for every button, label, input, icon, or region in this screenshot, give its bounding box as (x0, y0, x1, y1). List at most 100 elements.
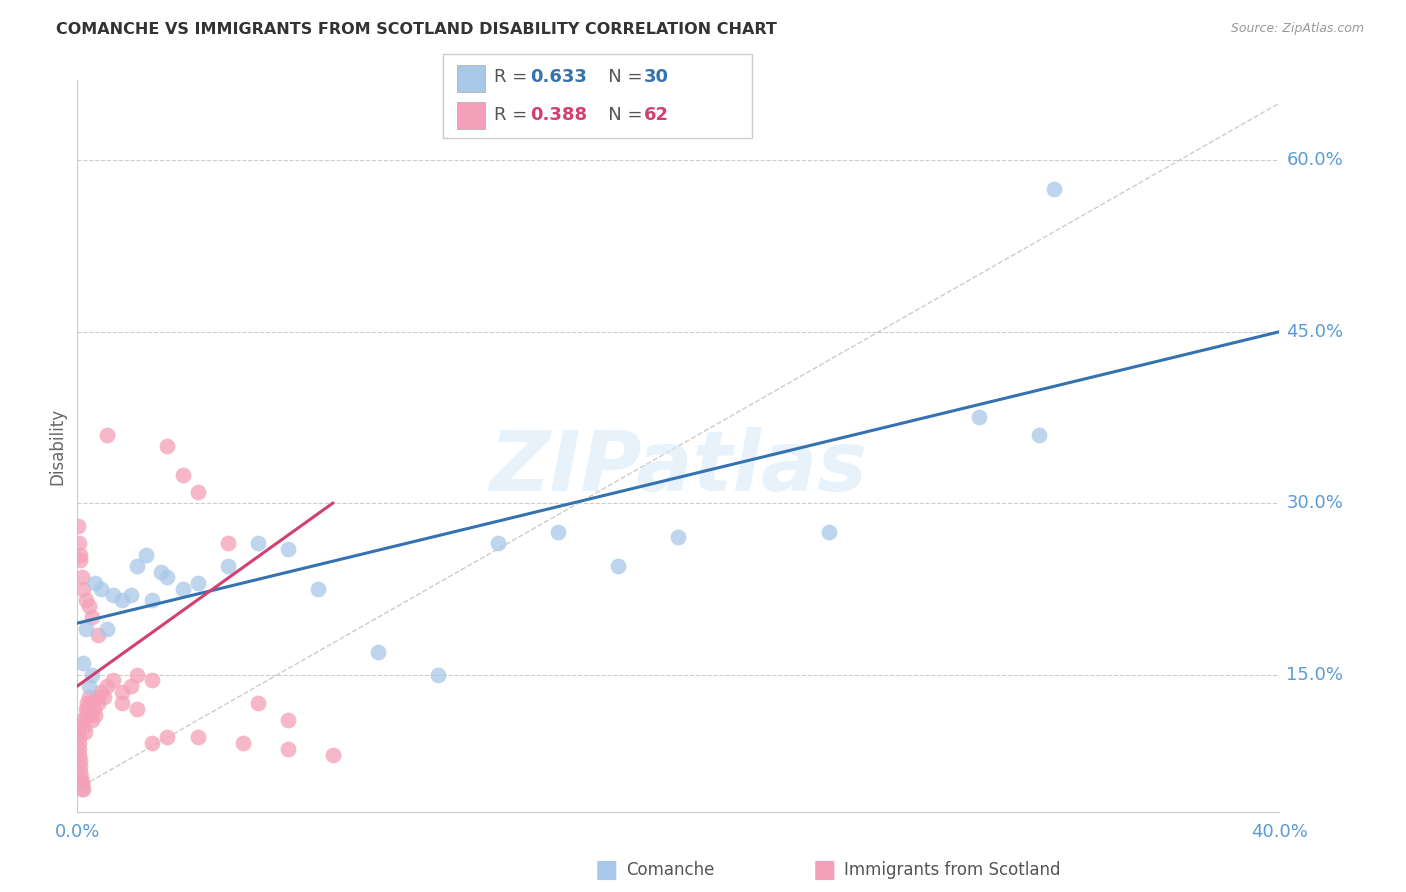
Point (72, 656, 94, 670)
Point (66, 719, 89, 733)
Point (75, 707, 97, 722)
Point (217, 559, 239, 574)
Point (75, 702, 97, 716)
Point (277, 714, 299, 728)
Point (156, 570, 179, 584)
Point (70, 570, 93, 584)
Point (70, 771, 93, 785)
Point (83, 702, 105, 716)
Point (120, 679, 142, 693)
Text: Comanche: Comanche (626, 861, 714, 879)
Point (111, 593, 134, 607)
Point (86, 690, 108, 705)
Point (90, 684, 112, 698)
Point (186, 731, 209, 745)
Point (547, 524, 569, 539)
Point (72, 582, 94, 596)
Point (232, 736, 254, 750)
Text: 45.0%: 45.0% (1286, 323, 1344, 341)
Point (67, 731, 90, 745)
Point (127, 702, 149, 716)
Point (1028, 427, 1050, 442)
Point (70, 776, 93, 790)
Point (77, 690, 100, 705)
Point (246, 536, 269, 550)
Text: 0.388: 0.388 (530, 105, 588, 123)
Point (96, 427, 118, 442)
Point (75, 593, 97, 607)
Text: R =: R = (494, 105, 533, 123)
Point (79, 707, 101, 722)
Point (70, 776, 93, 790)
Point (277, 541, 299, 556)
Point (141, 593, 163, 607)
Point (668, 530, 690, 544)
Point (72, 781, 94, 796)
Point (72, 714, 94, 728)
Point (69, 764, 91, 779)
Point (67, 742, 90, 756)
Point (96, 622, 118, 636)
Text: N =: N = (591, 69, 648, 87)
Text: ■: ■ (813, 858, 837, 881)
Point (186, 576, 209, 591)
Point (111, 684, 134, 698)
Text: 0.633: 0.633 (530, 69, 586, 87)
Text: COMANCHE VS IMMIGRANTS FROM SCOTLAND DISABILITY CORRELATION CHART: COMANCHE VS IMMIGRANTS FROM SCOTLAND DIS… (56, 22, 778, 37)
Point (367, 645, 389, 659)
Point (69, 759, 91, 773)
Text: Immigrants from Scotland: Immigrants from Scotland (844, 861, 1060, 879)
Point (79, 599, 101, 613)
Point (172, 467, 194, 482)
Point (69, 553, 91, 567)
Text: R =: R = (494, 69, 533, 87)
Point (127, 559, 149, 574)
Point (135, 548, 157, 562)
Point (96, 679, 118, 693)
Point (80, 696, 103, 710)
Point (486, 536, 509, 550)
Text: ZIPatlas: ZIPatlas (489, 427, 868, 508)
Y-axis label: Disability: Disability (48, 408, 66, 484)
Point (607, 559, 630, 574)
Point (87, 627, 110, 641)
Point (156, 439, 179, 453)
Text: 15.0%: 15.0% (1286, 665, 1344, 683)
Text: 30.0%: 30.0% (1286, 494, 1343, 512)
Text: Source: ZipAtlas.com: Source: ZipAtlas.com (1230, 22, 1364, 36)
Point (84, 707, 107, 722)
Point (73, 719, 96, 733)
Point (111, 696, 134, 710)
Point (79, 679, 101, 693)
Point (67, 736, 90, 750)
Point (82, 667, 104, 681)
Point (150, 565, 173, 579)
Point (186, 484, 209, 499)
Point (76, 702, 98, 716)
Point (1043, 182, 1066, 196)
Point (967, 410, 990, 425)
Point (67, 536, 90, 550)
Point (127, 667, 149, 681)
Point (322, 747, 344, 762)
Point (141, 673, 163, 688)
Text: 60.0%: 60.0% (1286, 152, 1343, 169)
Point (93, 690, 115, 705)
Point (75, 622, 97, 636)
Text: N =: N = (591, 105, 648, 123)
Point (103, 673, 125, 688)
Point (120, 588, 142, 602)
Point (82, 714, 104, 728)
Text: 30: 30 (644, 69, 669, 87)
Point (103, 588, 125, 602)
Point (69, 548, 91, 562)
Point (141, 736, 163, 750)
Point (82, 610, 104, 624)
Point (307, 582, 329, 596)
Point (67, 519, 90, 533)
Point (73, 724, 96, 739)
Point (277, 742, 299, 756)
Text: ■: ■ (595, 858, 619, 881)
Point (70, 781, 93, 796)
Point (76, 696, 98, 710)
